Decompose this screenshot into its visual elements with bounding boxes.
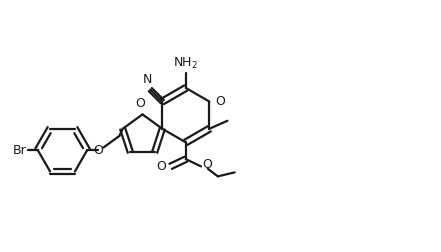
Text: O: O [215,95,225,108]
Text: O: O [135,97,146,110]
Text: O: O [156,160,166,173]
Text: Br: Br [13,143,26,156]
Text: O: O [93,143,104,156]
Text: NH$_2$: NH$_2$ [173,56,198,71]
Text: O: O [202,158,213,171]
Text: N: N [142,73,152,86]
